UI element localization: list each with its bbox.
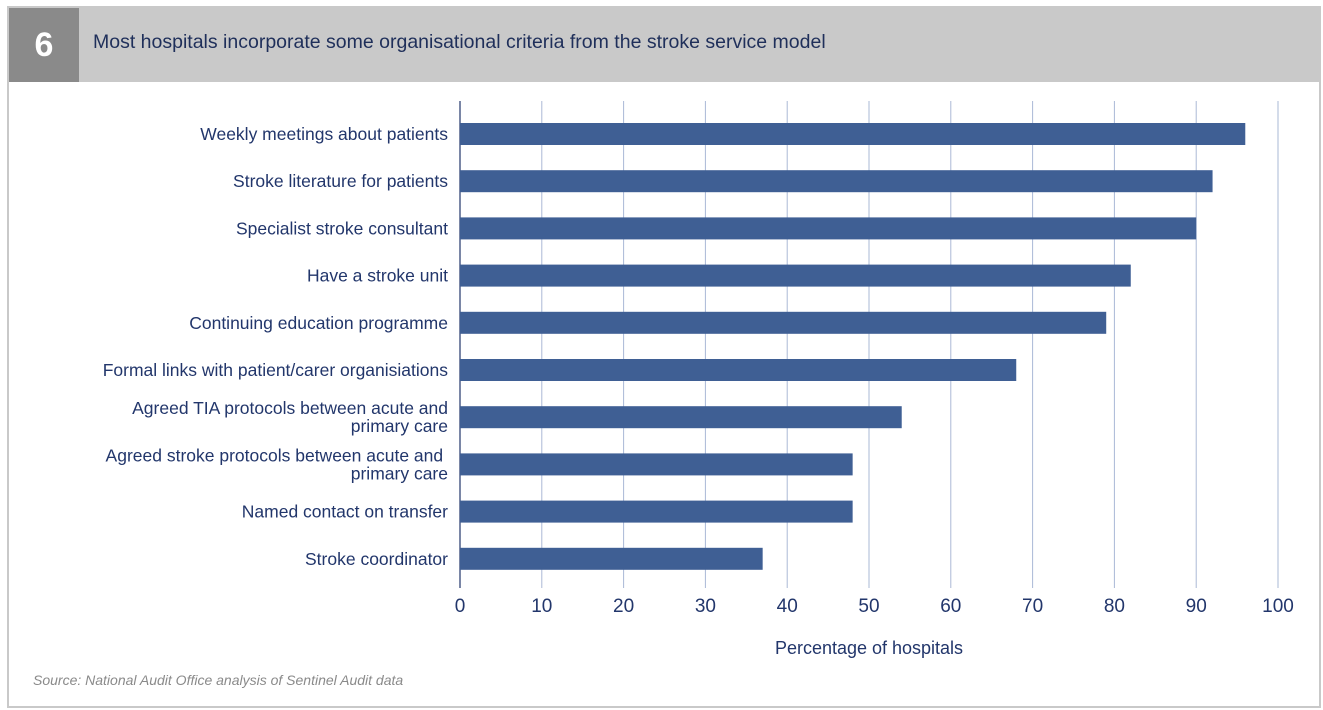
tick-label-100: 100 xyxy=(1262,596,1294,617)
x-axis-title: Percentage of hospitals xyxy=(775,638,963,658)
category-label-line: Have a stroke unit xyxy=(307,266,448,286)
source-note: Source: National Audit Office analysis o… xyxy=(33,672,404,688)
tick-label-20: 20 xyxy=(613,596,634,617)
bar-0 xyxy=(460,123,1246,145)
category-label-line: Continuing education programme xyxy=(189,313,448,333)
bar-4 xyxy=(460,311,1107,334)
category-label-5: Formal links with patient/carer organisi… xyxy=(103,360,449,380)
bar-5 xyxy=(460,359,1017,381)
category-label-line: primary care xyxy=(351,416,448,436)
category-label-0: Weekly meetings about patients xyxy=(200,124,448,144)
category-label-line: Agreed TIA protocols between acute and xyxy=(132,398,448,418)
figure-number: 6 xyxy=(9,8,79,82)
category-label-line: Named contact on transfer xyxy=(242,502,448,522)
bar-1 xyxy=(460,170,1213,193)
tick-label-90: 90 xyxy=(1186,596,1207,617)
category-label-7: Agreed stroke protocols between acute an… xyxy=(106,445,448,483)
bar-3 xyxy=(460,264,1131,287)
category-label-3: Have a stroke unit xyxy=(307,266,448,286)
category-label-4: Continuing education programme xyxy=(189,313,448,333)
category-label-line: Formal links with patient/carer organisi… xyxy=(103,360,449,380)
tick-label-30: 30 xyxy=(695,596,716,617)
bar-7 xyxy=(460,453,853,476)
category-label-6: Agreed TIA protocols between acute and pr… xyxy=(132,398,448,436)
tick-label-40: 40 xyxy=(777,596,798,617)
tick-label-50: 50 xyxy=(858,596,879,617)
bar-2 xyxy=(460,217,1197,240)
figure-title: Most hospitals incorporate some organisa… xyxy=(93,31,826,53)
bar-8 xyxy=(460,500,853,523)
category-label-line: Weekly meetings about patients xyxy=(200,124,448,144)
bar-9 xyxy=(460,547,763,570)
tick-label-0: 0 xyxy=(455,596,466,617)
bar-6 xyxy=(460,406,902,429)
tick-label-60: 60 xyxy=(940,596,961,617)
category-label-2: Specialist stroke consultant xyxy=(236,218,448,238)
category-label-line: Stroke literature for patients xyxy=(233,171,448,191)
tick-label-80: 80 xyxy=(1104,596,1125,617)
tick-label-70: 70 xyxy=(1022,596,1043,617)
figure-frame: 6 Most hospitals incorporate some organi… xyxy=(7,6,1321,708)
category-label-8: Named contact on transfer xyxy=(242,502,448,522)
tick-label-10: 10 xyxy=(531,596,552,617)
category-label-line: Agreed stroke protocols between acute an… xyxy=(106,445,448,465)
category-label-9: Stroke coordinator xyxy=(305,549,448,569)
category-label-line: Specialist stroke consultant xyxy=(236,218,448,238)
figure-header: 6 Most hospitals incorporate some organi… xyxy=(9,8,1319,82)
category-label-1: Stroke literature for patients xyxy=(233,171,448,191)
bar-chart: Weekly meetings about patients Stroke lit… xyxy=(103,101,1294,658)
category-label-line: primary care xyxy=(351,463,448,483)
category-label-line: Stroke coordinator xyxy=(305,549,448,569)
